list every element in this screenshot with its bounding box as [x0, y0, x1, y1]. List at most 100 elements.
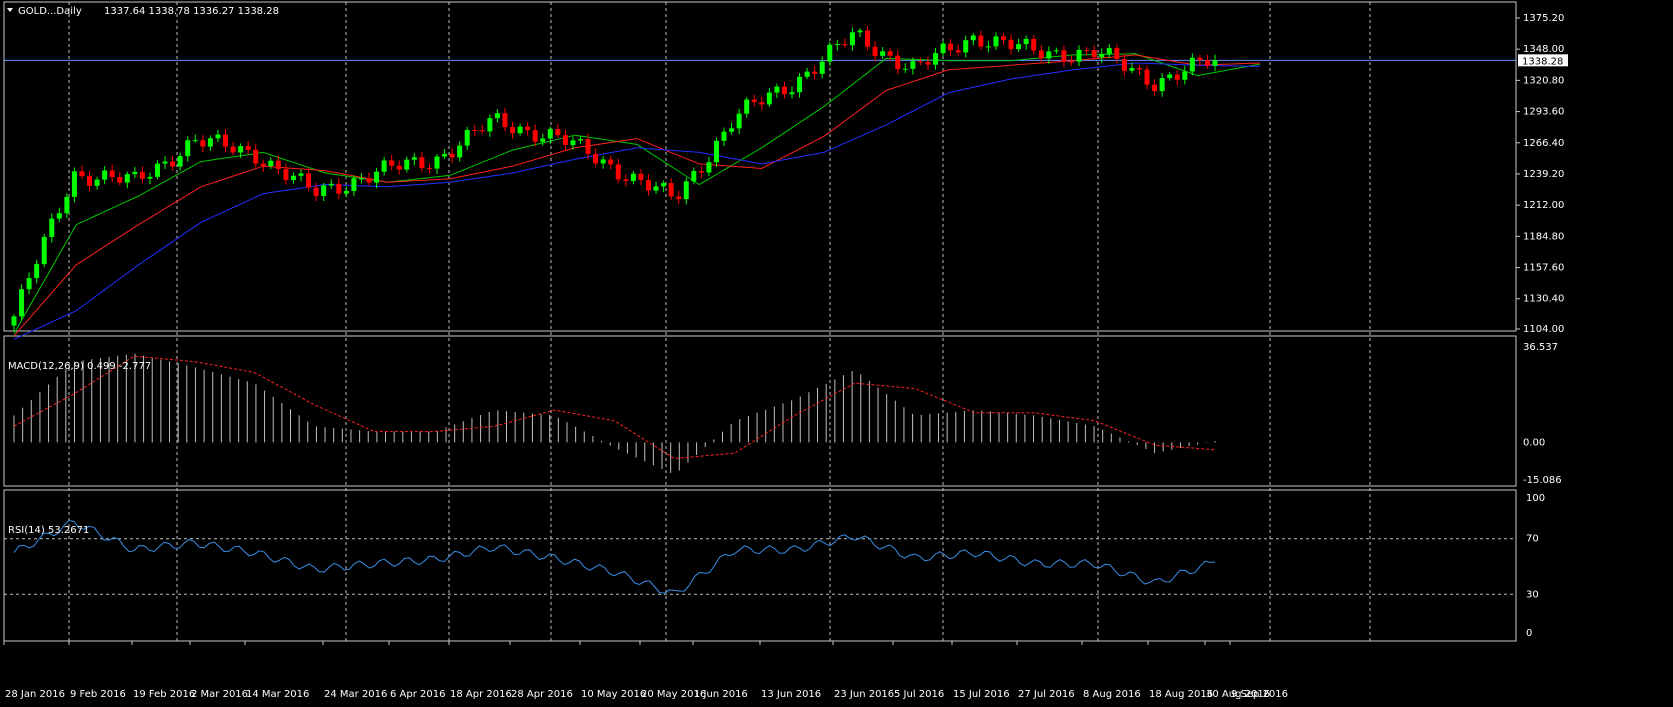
- candle-body: [540, 138, 546, 142]
- candle-body: [442, 153, 448, 157]
- candle-body: [170, 161, 176, 167]
- candle-body: [691, 171, 697, 182]
- candle-body: [336, 183, 342, 194]
- candle-body: [313, 187, 319, 196]
- candle-body: [789, 92, 795, 95]
- time-tick-label: 9 Feb 2016: [70, 689, 126, 700]
- candle-body: [721, 131, 727, 141]
- candle-body: [222, 134, 228, 147]
- candle-body: [1189, 57, 1195, 72]
- price-tick-label: 1239.20: [1523, 169, 1564, 180]
- candle-body: [215, 134, 221, 139]
- time-tick-label: 18 Apr 2016: [450, 689, 512, 700]
- macd-tick-label: 36.537: [1523, 342, 1558, 353]
- candle-body: [578, 139, 584, 141]
- candle-body: [781, 86, 787, 95]
- price-tick-label: 1130.40: [1523, 294, 1564, 305]
- time-tick-label: 5 Jul 2016: [894, 689, 944, 700]
- candle-body: [1121, 58, 1127, 71]
- candle-body: [729, 128, 735, 132]
- candle-body: [933, 53, 939, 65]
- main-chart-title: GOLD...Daily: [18, 6, 82, 17]
- candle-body: [1182, 71, 1188, 80]
- time-tick-label: 15 Jul 2016: [953, 689, 1010, 700]
- candle-body: [857, 30, 863, 33]
- candle-body: [381, 160, 387, 172]
- candle-body: [343, 190, 349, 194]
- candle-body: [1016, 44, 1022, 50]
- candle-body: [978, 35, 984, 47]
- candle-body: [283, 169, 289, 181]
- candle-body: [1046, 51, 1052, 59]
- candle-body: [298, 173, 304, 176]
- candle-body: [842, 44, 848, 46]
- price-tick-label: 1104.00: [1523, 324, 1564, 335]
- time-tick-label: 8 Aug 2016: [1083, 689, 1141, 700]
- panel-frames: [3, 1, 1517, 642]
- candle-body: [1099, 53, 1105, 58]
- candle-body: [64, 196, 70, 214]
- candle-body: [1129, 67, 1135, 71]
- candle-body: [207, 138, 213, 147]
- rsi-tick-label: 30: [1526, 589, 1539, 600]
- time-tick-label: 13 Jun 2016: [761, 689, 821, 700]
- candle-body: [321, 185, 327, 196]
- candle-body: [117, 177, 123, 183]
- time-tick-label: 19 Feb 2016: [133, 689, 195, 700]
- price-tick-label: 1184.80: [1523, 231, 1564, 242]
- rsi-line: [13, 519, 1216, 594]
- candle-body: [419, 157, 425, 169]
- candle-body: [102, 170, 108, 180]
- candle-body: [275, 160, 281, 170]
- candle-body: [917, 61, 923, 63]
- candle-body: [1084, 49, 1090, 51]
- main-ohlc-readout: 1337.64 1338.78 1336.27 1338.28: [104, 6, 279, 17]
- rsi-title: RSI(14) 53.2671: [8, 525, 89, 536]
- candle-body: [426, 168, 432, 170]
- candle-body: [328, 183, 334, 186]
- candle-body: [895, 55, 901, 70]
- candle-body: [396, 165, 402, 170]
- candle-body: [570, 140, 576, 146]
- candle-body: [902, 68, 908, 70]
- time-tick-label: 1 Jun 2016: [694, 689, 748, 700]
- chart-grid: [4, 2, 1516, 641]
- current-price-label: 1338.28: [1522, 56, 1563, 67]
- rsi-tick-label: 0: [1526, 628, 1532, 639]
- candle-body: [109, 170, 115, 178]
- macd-tick-label: 0.00: [1523, 437, 1545, 448]
- candle-body: [880, 51, 886, 56]
- candle-body: [1001, 36, 1007, 40]
- candle-body: [940, 43, 946, 54]
- candle-body: [245, 146, 251, 150]
- candle-body: [290, 175, 296, 181]
- candle-body: [766, 92, 772, 105]
- candle-body: [358, 178, 364, 180]
- candle-body: [1068, 61, 1074, 63]
- macd-series: [13, 353, 1216, 473]
- candle-body: [668, 183, 674, 197]
- macd-title: MACD(12,26,9) 0.499 -2.777: [8, 361, 151, 372]
- time-tick-label: 27 Jul 2016: [1018, 689, 1075, 700]
- candle-body: [676, 196, 682, 200]
- candle-body: [404, 159, 410, 170]
- candle-body: [19, 289, 25, 317]
- candle-body: [736, 113, 742, 129]
- dropdown-triangle-icon[interactable]: [7, 8, 13, 12]
- candle-body: [1053, 50, 1059, 52]
- candle-body: [1204, 60, 1210, 66]
- candle-body: [683, 181, 689, 200]
- candlesticks: [11, 25, 1218, 332]
- panel-frame-2: [3, 489, 1517, 642]
- candle-body: [41, 236, 47, 265]
- candle-body: [479, 130, 485, 132]
- candle-body: [948, 43, 954, 51]
- candle-body: [502, 113, 508, 128]
- candle-body: [306, 173, 312, 188]
- candle-body: [1031, 38, 1037, 51]
- candle-body: [449, 153, 455, 158]
- ma-line-fast: [13, 53, 1261, 334]
- candle-body: [49, 218, 55, 237]
- candle-body: [1038, 50, 1044, 59]
- candle-body: [411, 157, 417, 160]
